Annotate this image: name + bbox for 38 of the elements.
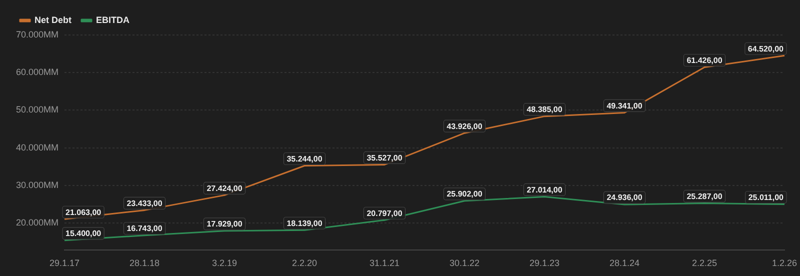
legend-label: EBITDA: [96, 14, 130, 25]
x-tick-label: 29.1.17: [50, 258, 80, 268]
data-label: 35.244,00: [286, 154, 323, 164]
x-tick-label: 2.2.20: [292, 258, 318, 268]
data-label: 48.385,00: [526, 105, 563, 114]
data-label: 27.014,00: [526, 185, 563, 194]
data-label: 43.926,00: [446, 122, 483, 131]
data-label: 25.287,00: [686, 192, 723, 201]
data-label: 35.527,00: [366, 153, 403, 162]
data-label: 23.433,00: [126, 198, 163, 208]
data-label: 16.743,00: [126, 224, 163, 234]
y-tick-label: 30.000MM: [16, 180, 59, 190]
x-tick-label: 30.1.22: [449, 258, 480, 268]
x-tick-label: 29.1.23: [529, 258, 560, 268]
x-tick-label: 1.2.26: [772, 258, 798, 268]
data-label: 64.520,00: [748, 44, 784, 54]
data-label: 25.011,00: [748, 192, 784, 202]
data-label: 49.341,00: [606, 101, 643, 110]
data-label: 25.902,00: [446, 190, 483, 199]
x-tick-label: 28.1.18: [130, 258, 160, 268]
data-label: 15.400,00: [66, 229, 102, 238]
x-tick-label: 2.2.25: [692, 258, 718, 268]
x-tick-label: 3.2.19: [212, 258, 238, 268]
y-tick-label: 60.000MM: [16, 67, 59, 78]
data-label: 21.063,00: [66, 208, 102, 217]
data-label: 27.424,00: [206, 184, 243, 193]
y-tick-label: 50.000MM: [16, 104, 59, 115]
y-tick-label: 70.000MM: [16, 29, 59, 40]
data-label: 17.929,00: [206, 220, 243, 229]
data-label: 24.936,00: [606, 193, 643, 202]
x-tick-label: 31.1.21: [369, 258, 400, 268]
data-label: 20.797,00: [366, 208, 403, 218]
x-tick-label: 28.1.24: [609, 258, 640, 268]
legend-label: Net Debt: [34, 14, 72, 25]
y-tick-label: 20.000MM: [16, 218, 59, 228]
data-label: 61.426,00: [686, 56, 723, 65]
data-label: 18.139,00: [286, 218, 323, 228]
y-tick-label: 40.000MM: [16, 142, 59, 152]
